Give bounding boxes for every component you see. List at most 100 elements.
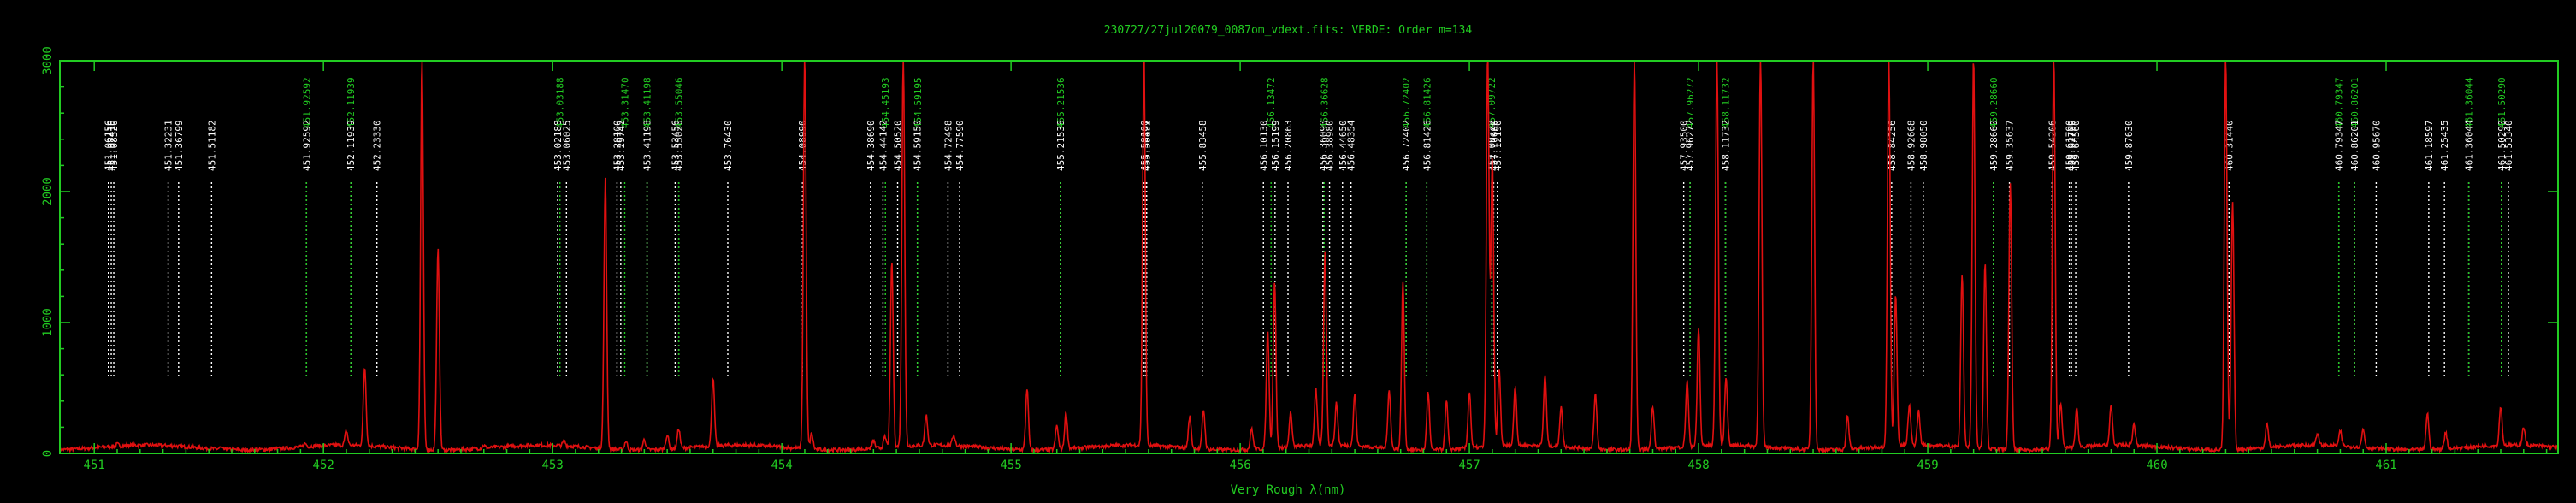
line-marker-label: 453.06025 <box>561 120 572 171</box>
line-marker-label: 458.11732 <box>1721 120 1732 171</box>
line-marker-label: 460.95670 <box>2371 120 2382 171</box>
x-tick-label: 454 <box>771 459 792 472</box>
line-marker-label: 451.08520 <box>109 120 120 171</box>
spectrum-line <box>59 60 2559 454</box>
line-marker-label: 455.83458 <box>1197 120 1208 171</box>
line-marker-label: 454.59195 <box>913 77 924 128</box>
x-tick-label: 456 <box>1229 459 1250 472</box>
line-marker-label: 461.36044 <box>2464 77 2475 128</box>
line-marker-label: 457.09722 <box>1486 77 1498 128</box>
line-marker-label: 456.36090 <box>1318 120 1329 171</box>
line-marker-label: 452.11939 <box>346 77 357 128</box>
line-marker-label: 451.36799 <box>174 120 185 171</box>
line-marker-label: 454.44142 <box>877 120 889 171</box>
line-marker-label: 460.79347 <box>2334 120 2345 171</box>
line-marker-label: 453.55020 <box>674 120 685 171</box>
x-axis: 451 452 453 454 455 456 457 458 459 460 461 <box>84 61 2548 472</box>
line-marker-label: 453.31470 <box>619 77 630 128</box>
line-marker-label: 454.72498 <box>942 120 954 171</box>
line-marker-label: 461.50290 <box>2496 77 2508 128</box>
line-marker-label: 456.81426 <box>1421 120 1433 171</box>
y-axis: 0 1000 2000 3000 <box>41 46 2558 457</box>
line-marker-label: 460.31440 <box>2224 120 2235 171</box>
line-marker-label: 453.41198 <box>642 77 653 128</box>
line-marker-label: 457.93500 <box>1679 120 1690 171</box>
line-marker-label: 456.20863 <box>1283 120 1294 171</box>
line-marker-label: 461.18597 <box>2424 120 2435 171</box>
line-marker-label: 459.35637 <box>2005 120 2016 171</box>
line-marker-label: 456.15199 <box>1270 120 1281 171</box>
line-marker-label: 456.13472 <box>1266 77 1277 128</box>
line-marker-label: 453.53456 <box>670 120 681 171</box>
line-marker-label: 456.72402 <box>1401 77 1412 128</box>
line-marker-label: 461.53340 <box>2503 120 2514 171</box>
line-marker-label: 456.81426 <box>1421 77 1433 128</box>
line-marker-label: 458.92668 <box>1905 120 1917 171</box>
line-marker-label: 456.44650 <box>1338 120 1349 171</box>
line-marker-label: 461.36044 <box>2464 120 2475 171</box>
line-marker-label: 451.51182 <box>206 120 217 171</box>
y-tick-label: 1000 <box>41 308 55 337</box>
line-marker-label: 454.45193 <box>880 77 891 128</box>
line-marker-label: 453.41198 <box>642 120 653 171</box>
line-marker-label: 453.76430 <box>723 120 734 171</box>
line-marker-label: 454.77590 <box>954 120 966 171</box>
y-tick-label: 3000 <box>41 46 55 75</box>
line-marker-label: 459.87630 <box>2124 120 2135 171</box>
line-marker-label: 451.92592 <box>301 77 312 128</box>
line-marker-label: 456.38980 <box>1325 120 1336 171</box>
line-marker-label: 459.62700 <box>2066 120 2077 171</box>
line-marker-label: 454.08990 <box>797 120 808 171</box>
line-marker-label: 452.23330 <box>372 120 383 171</box>
line-marker-label: 453.02188 <box>552 120 564 171</box>
line-marker-label: 461.25435 <box>2439 120 2450 171</box>
x-tick-label: 452 <box>313 459 334 472</box>
line-marker-label: 453.55046 <box>674 77 685 128</box>
line-marker-label: 451.92592 <box>301 120 312 171</box>
line-marker-label: 458.11732 <box>1721 77 1732 128</box>
line-marker-label: 460.86201 <box>2349 77 2360 128</box>
line-marker-label: 456.48354 <box>1346 120 1357 171</box>
line-marker-label: 453.28100 <box>612 120 623 171</box>
line-marker-label: 461.50290 <box>2496 120 2508 171</box>
line-marker-label: 456.10130 <box>1258 120 1269 171</box>
line-marker-label: 459.28660 <box>1988 120 2000 171</box>
y-tick-label: 2000 <box>41 177 55 206</box>
line-marker-label: 455.21536 <box>1055 120 1066 171</box>
line-marker-label: 451.07410 <box>106 120 117 171</box>
line-marker-label: 457.96272 <box>1685 77 1696 128</box>
line-marker-label: 451.32231 <box>163 120 174 171</box>
x-tick-label: 457 <box>1458 459 1480 472</box>
line-marker-label: 459.28660 <box>1988 77 2000 128</box>
line-marker-label: 456.72402 <box>1401 120 1412 171</box>
line-marker-label: 454.38690 <box>866 120 877 171</box>
line-marker-label: 453.29742 <box>616 120 627 171</box>
line-marker-label: 456.36628 <box>1319 77 1330 128</box>
line-marker-label: 454.50520 <box>893 120 904 171</box>
line-marker-label: 457.10600 <box>1488 120 1499 171</box>
x-tick-label: 453 <box>542 459 564 472</box>
x-tick-label: 461 <box>2375 459 2396 472</box>
line-marker-label: 459.64560 <box>2071 120 2082 171</box>
x-axis-label: Very Rough λ(nm) <box>1231 483 1346 497</box>
line-marker-label: 454.59150 <box>913 120 924 171</box>
line-marker-label: 459.61790 <box>2065 120 2076 171</box>
chart-title: 230727/27jul20079_0087om_vdext.fits: VER… <box>1104 24 1473 37</box>
y-tick-label: 0 <box>41 450 55 457</box>
line-marker-label: 453.03188 <box>555 77 566 128</box>
x-tick-label: 460 <box>2146 459 2167 472</box>
line-marker-label: 452.11939 <box>346 120 357 171</box>
line-marker-label: 457.96272 <box>1685 120 1696 171</box>
line-marker-label: 460.86201 <box>2349 120 2360 171</box>
x-tick-label: 455 <box>1000 459 1021 472</box>
x-tick-label: 451 <box>84 459 105 472</box>
x-tick-label: 458 <box>1687 459 1709 472</box>
line-marker-label: 458.98050 <box>1918 120 1929 171</box>
x-tick-label: 459 <box>1917 459 1938 472</box>
line-marker-label: 460.79347 <box>2334 77 2345 128</box>
line-marker-label: 457.12190 <box>1492 120 1504 171</box>
line-marker-label: 451.06156 <box>103 120 115 171</box>
plot-frame <box>59 60 2559 454</box>
